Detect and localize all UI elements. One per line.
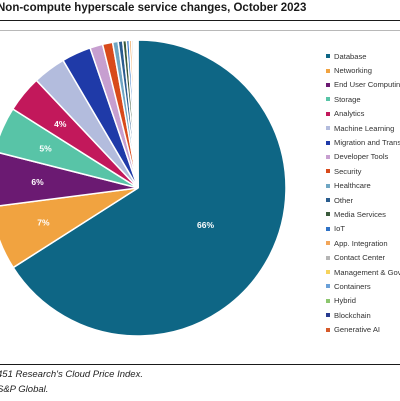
legend-label: Generative AI (334, 325, 380, 334)
legend-swatch (326, 54, 330, 58)
legend-swatch (326, 184, 330, 188)
legend-item-end-user-computing: End User Computing (326, 78, 400, 92)
legend-item-database: Database (326, 49, 400, 63)
slice-label-database: 66% (197, 220, 214, 230)
legend-item-generative-ai: Generative AI (326, 322, 400, 336)
legend-item-security: Security (326, 164, 400, 178)
legend-label: Machine Learning (334, 124, 394, 133)
footer: 451 Research's Cloud Price Index. S&P Gl… (0, 364, 400, 401)
legend-swatch (326, 212, 330, 216)
chart-legend: Database Networking End User Computing Stor… (326, 49, 400, 337)
legend-item-app-integration: App. Integration (326, 236, 400, 250)
legend-swatch (326, 97, 330, 101)
legend-swatch (326, 270, 330, 274)
legend-swatch (326, 241, 330, 245)
legend-swatch (326, 256, 330, 260)
slice-label-analytics: 4% (54, 119, 67, 129)
legend-label: Media Services (334, 210, 386, 219)
slice-label-networking: 7% (37, 217, 50, 227)
legend-swatch (326, 299, 330, 303)
legend-label: Contact Center (334, 253, 385, 262)
legend-swatch (326, 169, 330, 173)
legend-swatch (326, 227, 330, 231)
legend-label: Containers (334, 282, 371, 291)
legend-label: Analytics (334, 109, 364, 118)
legend-item-iot: IoT (326, 222, 400, 236)
legend-swatch (326, 141, 330, 145)
legend-label: Developer Tools (334, 152, 388, 161)
legend-item-containers: Containers (326, 279, 400, 293)
legend-label: Management & Governance (334, 268, 400, 277)
legend-swatch (326, 328, 330, 332)
legend-label: Networking (334, 66, 372, 75)
credit-note: S&P Global. (0, 384, 48, 395)
legend-label: Migration and Transfer (334, 138, 400, 147)
legend-swatch (326, 198, 330, 202)
legend-label: End User Computing (334, 80, 400, 89)
legend-item-other: Other (326, 193, 400, 207)
legend-swatch (326, 112, 330, 116)
legend-item-hybrid: Hybrid (326, 294, 400, 308)
legend-label: Database (334, 52, 367, 61)
legend-swatch (326, 155, 330, 159)
legend-item-machine-learning: Machine Learning (326, 121, 400, 135)
legend-label: IoT (334, 224, 345, 233)
legend-item-developer-tools: Developer Tools (326, 150, 400, 164)
slice-label-storage: 5% (39, 143, 52, 153)
legend-item-migration-and-transfer: Migration and Transfer (326, 135, 400, 149)
legend-item-healthcare: Healthcare (326, 179, 400, 193)
slice-label-end-user-computing: 6% (31, 177, 44, 187)
legend-item-management-governance: Management & Governance (326, 265, 400, 279)
legend-swatch (326, 284, 330, 288)
legend-swatch (326, 83, 330, 87)
legend-item-networking: Networking (326, 63, 400, 77)
legend-label: Other (334, 196, 353, 205)
legend-label: Hybrid (334, 296, 356, 305)
legend-swatch (326, 69, 330, 73)
legend-item-media-services: Media Services (326, 207, 400, 221)
legend-label: App. Integration (334, 239, 388, 248)
legend-swatch (326, 313, 330, 317)
legend-item-blockchain: Blockchain (326, 308, 400, 322)
legend-item-storage: Storage (326, 92, 400, 106)
legend-item-contact-center: Contact Center (326, 250, 400, 264)
legend-swatch (326, 126, 330, 130)
legend-label: Blockchain (334, 311, 371, 320)
legend-label: Storage (334, 95, 361, 104)
legend-item-analytics: Analytics (326, 107, 400, 121)
legend-label: Healthcare (334, 181, 371, 190)
source-note: 451 Research's Cloud Price Index. (0, 369, 143, 380)
legend-label: Security (334, 167, 361, 176)
